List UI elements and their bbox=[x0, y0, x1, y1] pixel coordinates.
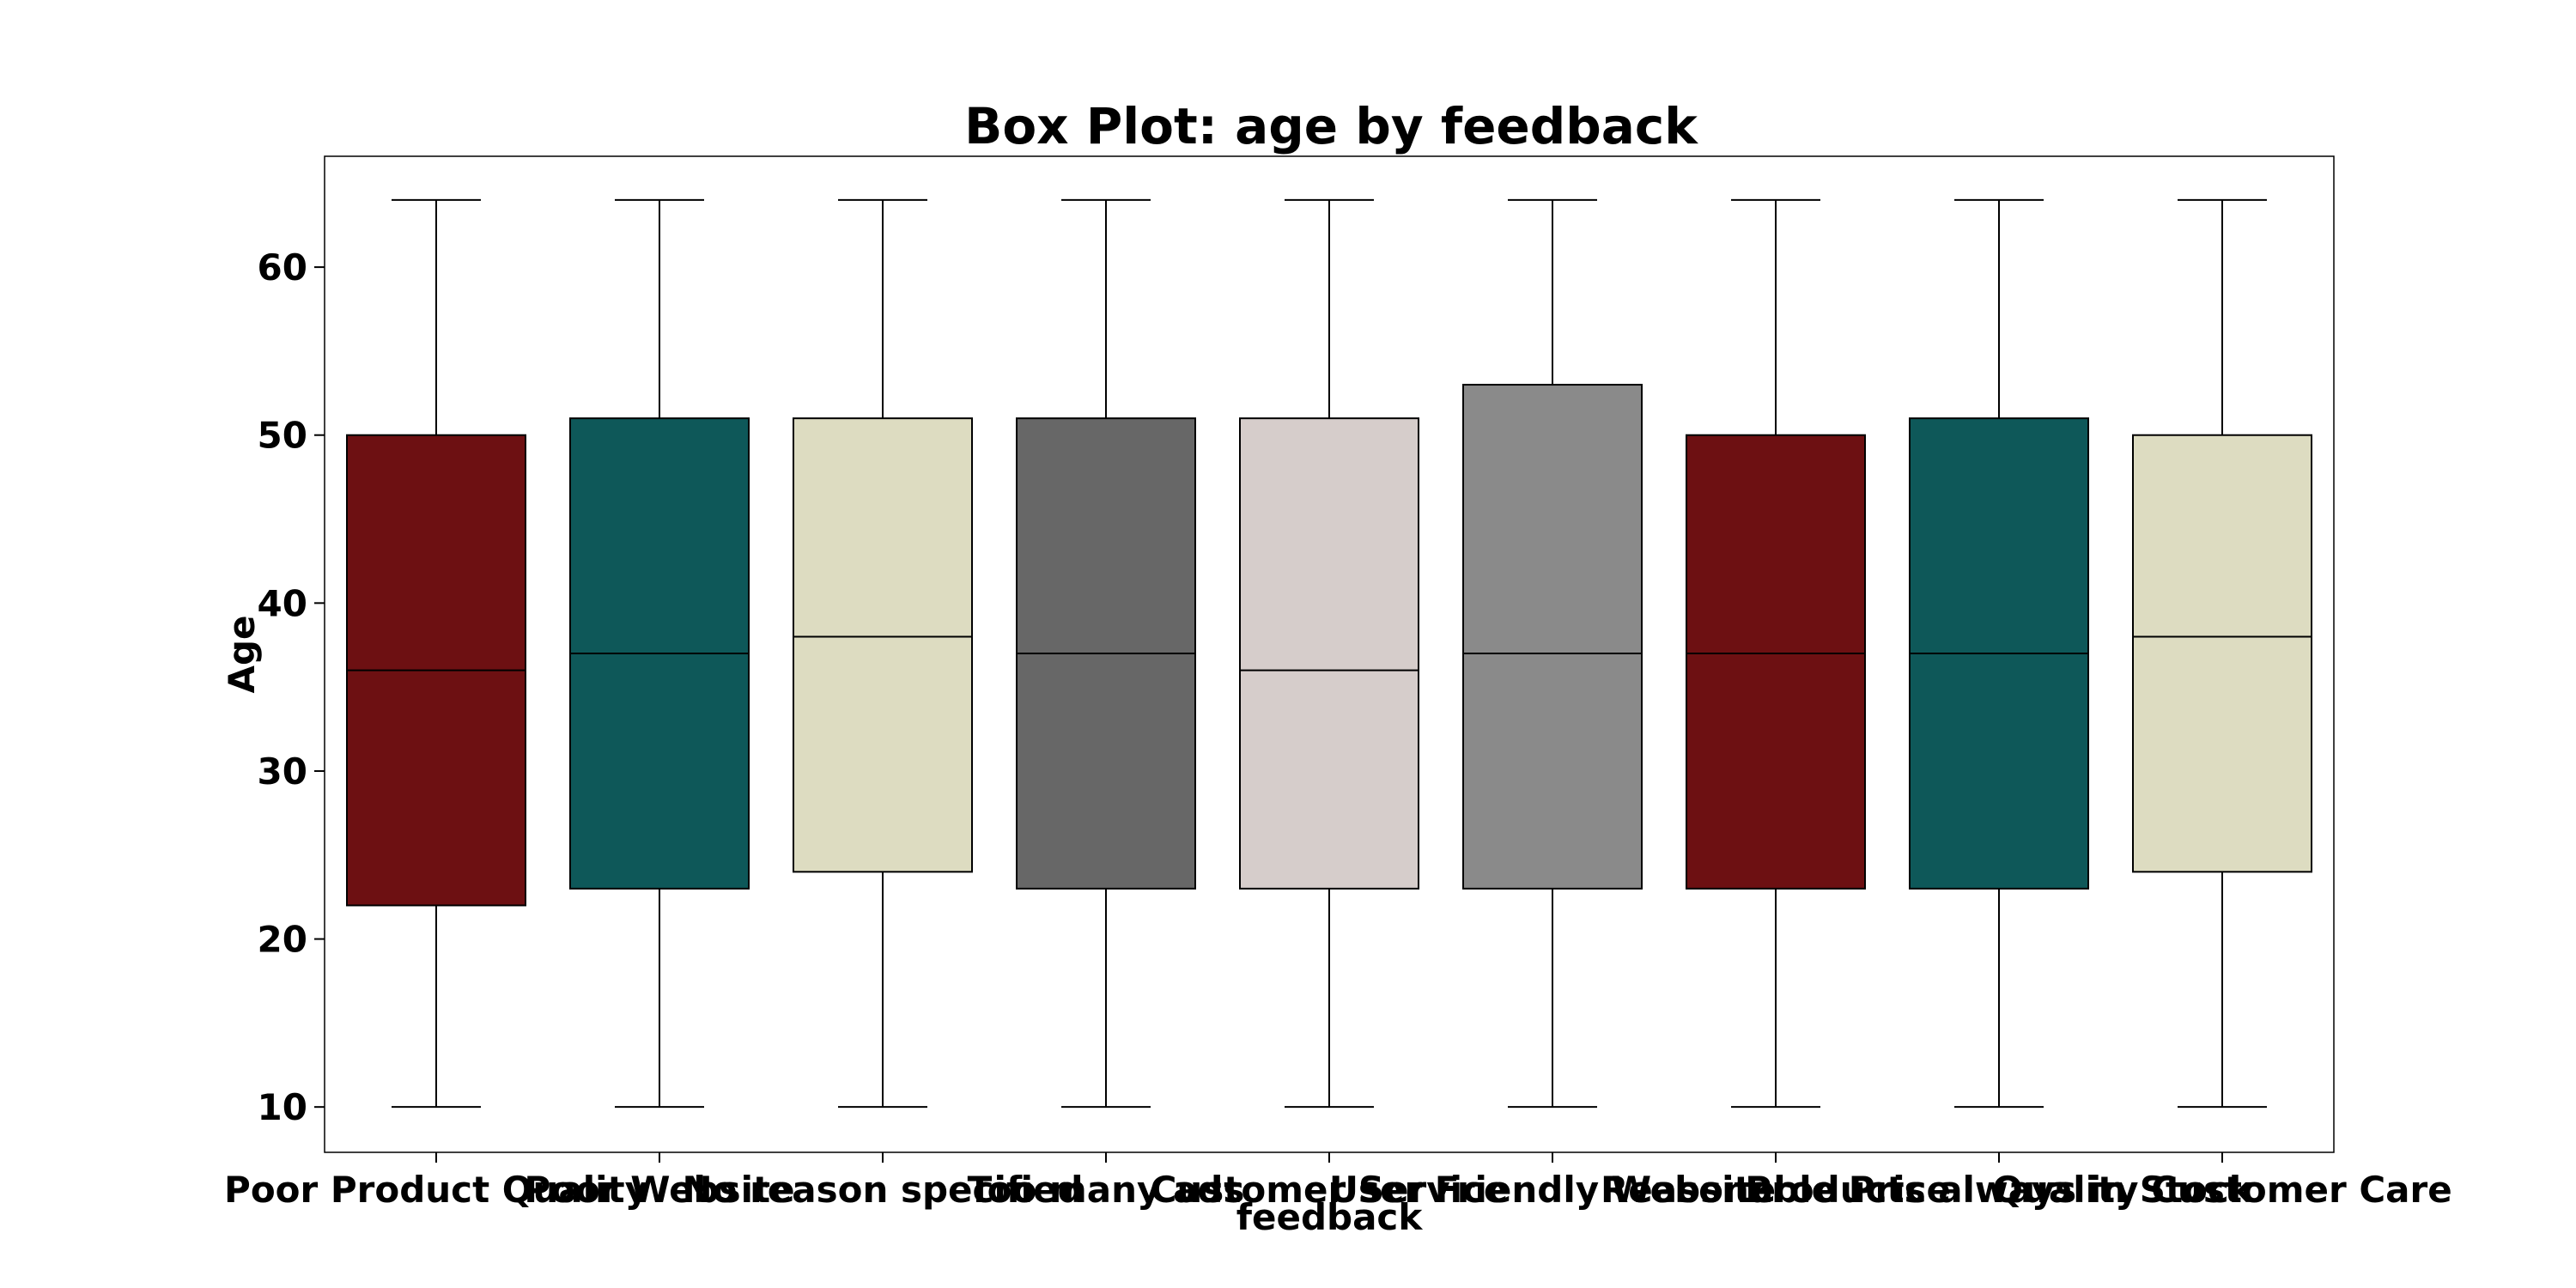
x-tick-label: Poor Website bbox=[524, 1169, 794, 1211]
x-tick-label: No reason specified bbox=[682, 1169, 1083, 1211]
box-group bbox=[1462, 198, 1643, 1109]
y-axis-label: Age bbox=[221, 615, 263, 693]
y-tick-label: 60 bbox=[258, 246, 307, 289]
iqr-box bbox=[1686, 434, 1866, 890]
box-group bbox=[2132, 198, 2312, 1109]
y-tick-label: 10 bbox=[258, 1086, 307, 1128]
x-tick-label: Poor Product Quality bbox=[224, 1169, 648, 1211]
iqr-box bbox=[793, 417, 973, 873]
x-tick-label: Customer Service bbox=[1151, 1169, 1509, 1211]
boxes-layer bbox=[346, 198, 2312, 1109]
x-tick-label: Too many ads bbox=[968, 1169, 1245, 1211]
box-group bbox=[1909, 198, 2089, 1109]
y-tick-label: 30 bbox=[258, 750, 307, 793]
iqr-box bbox=[1239, 417, 1419, 890]
x-tick-label: User Friendly Website bbox=[1329, 1169, 1776, 1211]
box-group bbox=[1016, 198, 1196, 1109]
y-tick-label: 50 bbox=[258, 415, 307, 457]
iqr-box bbox=[2132, 434, 2312, 873]
x-tick-label: Quality Customer Care bbox=[1992, 1169, 2451, 1211]
x-axis-label: feedback bbox=[1236, 1196, 1424, 1238]
box-group bbox=[569, 198, 750, 1109]
box-group bbox=[346, 198, 526, 1109]
box-group bbox=[1239, 198, 1419, 1109]
chart-title: Box Plot: age by feedback bbox=[964, 97, 1698, 155]
y-tick-label: 40 bbox=[258, 582, 307, 624]
x-tick-label: Products always in Stock bbox=[1745, 1169, 2253, 1211]
x-tick-label: Reasonable Price bbox=[1601, 1169, 1951, 1211]
y-axis: 10 20 30 40 50 60 bbox=[258, 246, 325, 1128]
box-group bbox=[1686, 198, 1866, 1109]
y-tick-label: 20 bbox=[258, 919, 307, 961]
box-group bbox=[793, 198, 973, 1109]
iqr-box bbox=[1462, 384, 1643, 890]
